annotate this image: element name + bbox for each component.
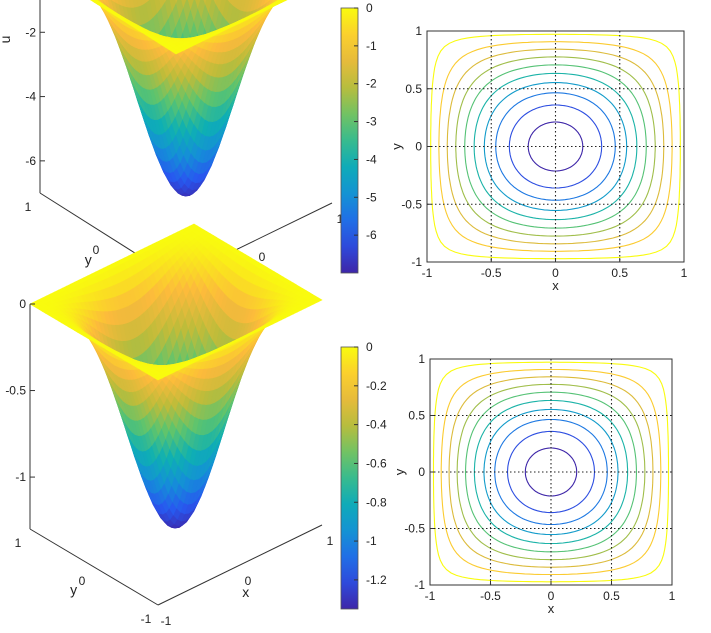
y-axis-label: y bbox=[389, 143, 404, 150]
y-tick-label: 0 bbox=[79, 574, 86, 588]
colorbar-tick-label: -0.4 bbox=[366, 418, 387, 432]
x-tick-label: 0 bbox=[245, 574, 252, 588]
y-tick-label: 0 bbox=[93, 243, 100, 257]
contour-line bbox=[483, 408, 619, 536]
colorbar-tick-label: -0.8 bbox=[366, 495, 387, 509]
colorbar-tick-label: -2 bbox=[366, 77, 377, 91]
x-tick-label: -0.5 bbox=[480, 589, 501, 603]
y-axis-label: y bbox=[70, 582, 77, 598]
x-tick-label: 0.5 bbox=[611, 266, 628, 280]
y-tick-label: 1 bbox=[15, 536, 22, 550]
x-axis-label: x bbox=[548, 601, 555, 616]
contour-line bbox=[438, 41, 673, 252]
surface-patch bbox=[202, 0, 207, 7]
colorbar-tick-label: -3 bbox=[366, 115, 377, 129]
contour-line bbox=[456, 383, 646, 561]
y-tick-label: -0.5 bbox=[401, 197, 422, 211]
x-axis-label: x bbox=[552, 278, 559, 293]
colorbar-tick-label: 0 bbox=[366, 1, 373, 15]
surface-patch bbox=[171, 49, 181, 55]
x-tick-label: 1 bbox=[669, 589, 676, 603]
z-axis-label: u bbox=[0, 36, 13, 44]
z-tick-label: -1 bbox=[15, 470, 26, 484]
y-axis-label: y bbox=[85, 251, 92, 267]
x-tick-label: -1 bbox=[422, 266, 433, 280]
x-tick-label: 1 bbox=[327, 534, 334, 548]
x-tick-label: 0 bbox=[259, 250, 266, 264]
colorbar-tick-label: -1 bbox=[366, 39, 377, 53]
y-tick-label: 0 bbox=[415, 140, 422, 154]
z-tick-label: 0 bbox=[19, 297, 26, 311]
x-tick-label: -0.5 bbox=[481, 266, 502, 280]
z-tick-label: -4 bbox=[25, 90, 36, 104]
colorbar bbox=[340, 7, 359, 274]
y-axis-line bbox=[29, 528, 159, 606]
contour-line bbox=[464, 391, 638, 553]
x-tick-label: 0 bbox=[548, 589, 555, 603]
x-tick-label: 0.5 bbox=[603, 589, 620, 603]
y-axis-label: y bbox=[392, 468, 407, 475]
colorbar-tick-label: -6 bbox=[366, 228, 377, 242]
y-tick-label: 0.5 bbox=[408, 409, 425, 423]
surface-mesh bbox=[29, 223, 323, 529]
x-axis-line bbox=[157, 524, 323, 606]
y-tick-label: -1 bbox=[411, 255, 422, 269]
x-tick-label: 1 bbox=[681, 266, 688, 280]
colorbar-tick-label: -1.2 bbox=[366, 573, 387, 587]
surface-patch bbox=[154, 375, 163, 381]
y-tick-label: -1 bbox=[141, 612, 152, 626]
surface-plot-2: 0-0.5-1v-101y-101x0-0.2-0.4-0.6-0.8-1-1.… bbox=[0, 223, 387, 628]
contour-line bbox=[440, 368, 662, 576]
contour-line bbox=[448, 376, 654, 568]
x-tick-label: -1 bbox=[425, 589, 436, 603]
z-tick-label: -0.5 bbox=[5, 384, 26, 398]
colorbar-tick-label: -5 bbox=[366, 190, 377, 204]
colorbar bbox=[340, 346, 359, 610]
z-tick-label: -6 bbox=[25, 154, 36, 168]
y-tick-label: 1 bbox=[25, 200, 32, 214]
z-axis-label: v bbox=[0, 372, 3, 379]
x-axis-label: x bbox=[242, 584, 249, 600]
y-tick-label: -1 bbox=[414, 578, 425, 592]
x-tick-label: -1 bbox=[161, 614, 172, 628]
colorbar-tick-label: -4 bbox=[366, 152, 377, 166]
y-tick-label: -0.5 bbox=[404, 522, 425, 536]
contour-plot-1: -1 -0.5 0 0.5 1 1 0.5 0 -0.5 -1 x y bbox=[389, 24, 688, 293]
y-tick-label: 0 bbox=[418, 465, 425, 479]
contour-line bbox=[464, 64, 647, 229]
z-tick-label: -2 bbox=[25, 25, 36, 39]
contour-plot-3: -1 -0.5 0 0.5 1 1 0.5 0 -0.5 -1 x y bbox=[392, 352, 676, 616]
x-tick-label: 1 bbox=[337, 212, 344, 226]
y-tick-label: 1 bbox=[418, 352, 425, 366]
x-tick-label: 0 bbox=[552, 266, 559, 280]
y-tick-label: 0.5 bbox=[405, 82, 422, 96]
y-tick-label: 1 bbox=[415, 24, 422, 38]
surface-mesh bbox=[90, 0, 288, 197]
colorbar-tick-label: -0.6 bbox=[366, 456, 387, 470]
colorbar-tick-label: 0 bbox=[366, 340, 373, 354]
colorbar-tick-label: -0.2 bbox=[366, 379, 387, 393]
contour-line bbox=[473, 72, 638, 221]
colorbar-tick-label: -1 bbox=[366, 534, 377, 548]
contour-line bbox=[508, 104, 603, 189]
contour-line bbox=[524, 447, 578, 497]
